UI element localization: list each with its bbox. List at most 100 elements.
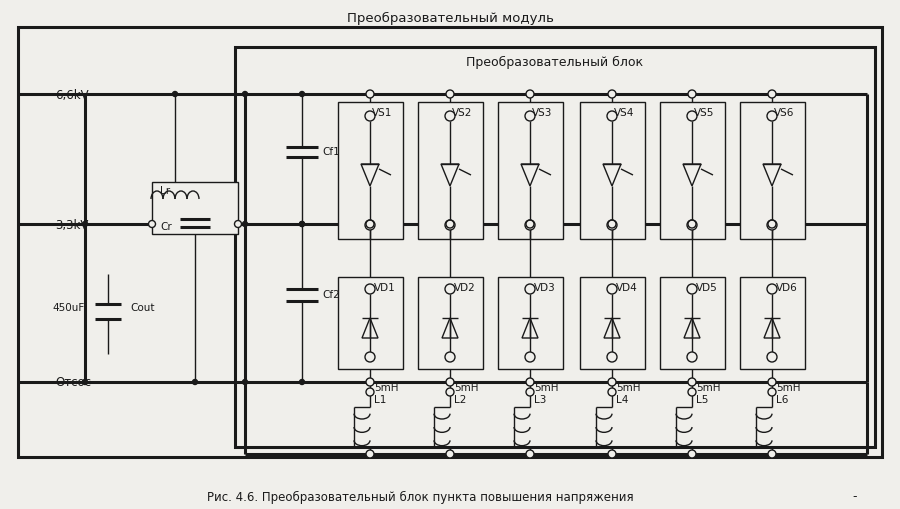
Circle shape [608, 388, 616, 396]
Text: VS2: VS2 [452, 108, 472, 118]
Bar [740, 277, 805, 369]
Circle shape [365, 352, 375, 362]
Text: -: - [853, 490, 857, 502]
Circle shape [300, 92, 304, 97]
Text: Lr: Lr [160, 186, 170, 195]
Text: L3: L3 [534, 394, 546, 404]
Circle shape [83, 222, 87, 227]
Text: Cf1: Cf1 [322, 147, 340, 157]
Circle shape [607, 285, 617, 294]
Bar [660, 103, 725, 240]
Circle shape [607, 352, 617, 362]
Text: 5mH: 5mH [454, 382, 479, 392]
Circle shape [445, 112, 455, 122]
Circle shape [768, 220, 776, 229]
Circle shape [525, 112, 535, 122]
Text: Cr: Cr [160, 221, 172, 232]
Circle shape [526, 378, 534, 386]
Text: L4: L4 [616, 394, 628, 404]
Text: VS6: VS6 [774, 108, 795, 118]
Circle shape [446, 378, 454, 386]
Circle shape [446, 450, 454, 458]
Text: L1: L1 [374, 394, 386, 404]
Circle shape [768, 450, 776, 458]
Circle shape [445, 285, 455, 294]
Circle shape [445, 220, 455, 231]
Bar [18, 28, 882, 457]
Bar [338, 277, 403, 369]
Circle shape [526, 450, 534, 458]
Circle shape [767, 352, 777, 362]
Circle shape [366, 378, 374, 386]
Circle shape [365, 220, 375, 231]
Circle shape [688, 91, 696, 99]
Circle shape [366, 220, 374, 229]
Circle shape [608, 91, 616, 99]
Circle shape [768, 388, 776, 396]
Circle shape [366, 91, 374, 99]
Circle shape [767, 285, 777, 294]
Circle shape [366, 450, 374, 458]
Text: 450uF: 450uF [53, 302, 85, 313]
Text: 6,6kV: 6,6kV [55, 89, 88, 101]
Text: VS5: VS5 [694, 108, 715, 118]
Circle shape [173, 92, 177, 97]
Circle shape [687, 220, 697, 231]
Text: 5mH: 5mH [616, 382, 641, 392]
Circle shape [300, 380, 304, 385]
Circle shape [446, 388, 454, 396]
Bar [580, 277, 645, 369]
Circle shape [445, 352, 455, 362]
Circle shape [83, 380, 87, 385]
Text: VD6: VD6 [776, 282, 797, 293]
Bar [418, 277, 483, 369]
Text: VS3: VS3 [532, 108, 553, 118]
Text: VS4: VS4 [614, 108, 634, 118]
Bar [235, 48, 875, 447]
Text: 5mH: 5mH [776, 382, 800, 392]
Circle shape [688, 450, 696, 458]
Bar [338, 103, 403, 240]
Circle shape [768, 91, 776, 99]
Text: 5mH: 5mH [534, 382, 559, 392]
Circle shape [767, 112, 777, 122]
Circle shape [768, 378, 776, 386]
Circle shape [193, 380, 197, 385]
Circle shape [526, 220, 534, 229]
Bar [740, 103, 805, 240]
Circle shape [365, 112, 375, 122]
Text: Отсос: Отсос [55, 376, 91, 389]
Text: 5mH: 5mH [696, 382, 721, 392]
Text: 3,3kV: 3,3kV [55, 218, 88, 231]
Circle shape [242, 380, 248, 385]
Circle shape [687, 285, 697, 294]
Circle shape [365, 285, 375, 294]
Circle shape [446, 91, 454, 99]
Text: VD5: VD5 [696, 282, 718, 293]
Circle shape [608, 220, 616, 229]
Text: Рис. 4.6. Преобразовательный блок пункта повышения напряжения: Рис. 4.6. Преобразовательный блок пункта… [207, 490, 634, 502]
Circle shape [446, 220, 454, 229]
Circle shape [608, 450, 616, 458]
Text: VD1: VD1 [374, 282, 396, 293]
Circle shape [607, 112, 617, 122]
Text: Cout: Cout [130, 302, 155, 313]
Text: L2: L2 [454, 394, 466, 404]
Text: 5mH: 5mH [374, 382, 399, 392]
Text: L5: L5 [696, 394, 708, 404]
Text: VD4: VD4 [616, 282, 638, 293]
Bar [418, 103, 483, 240]
Circle shape [767, 220, 777, 231]
Bar [580, 103, 645, 240]
Circle shape [525, 285, 535, 294]
Circle shape [608, 378, 616, 386]
Text: Преобразовательный модуль: Преобразовательный модуль [346, 11, 554, 24]
Circle shape [687, 352, 697, 362]
Bar [498, 277, 563, 369]
Circle shape [525, 352, 535, 362]
Circle shape [526, 388, 534, 396]
Circle shape [242, 92, 248, 97]
Bar [660, 277, 725, 369]
Circle shape [688, 388, 696, 396]
Circle shape [525, 220, 535, 231]
